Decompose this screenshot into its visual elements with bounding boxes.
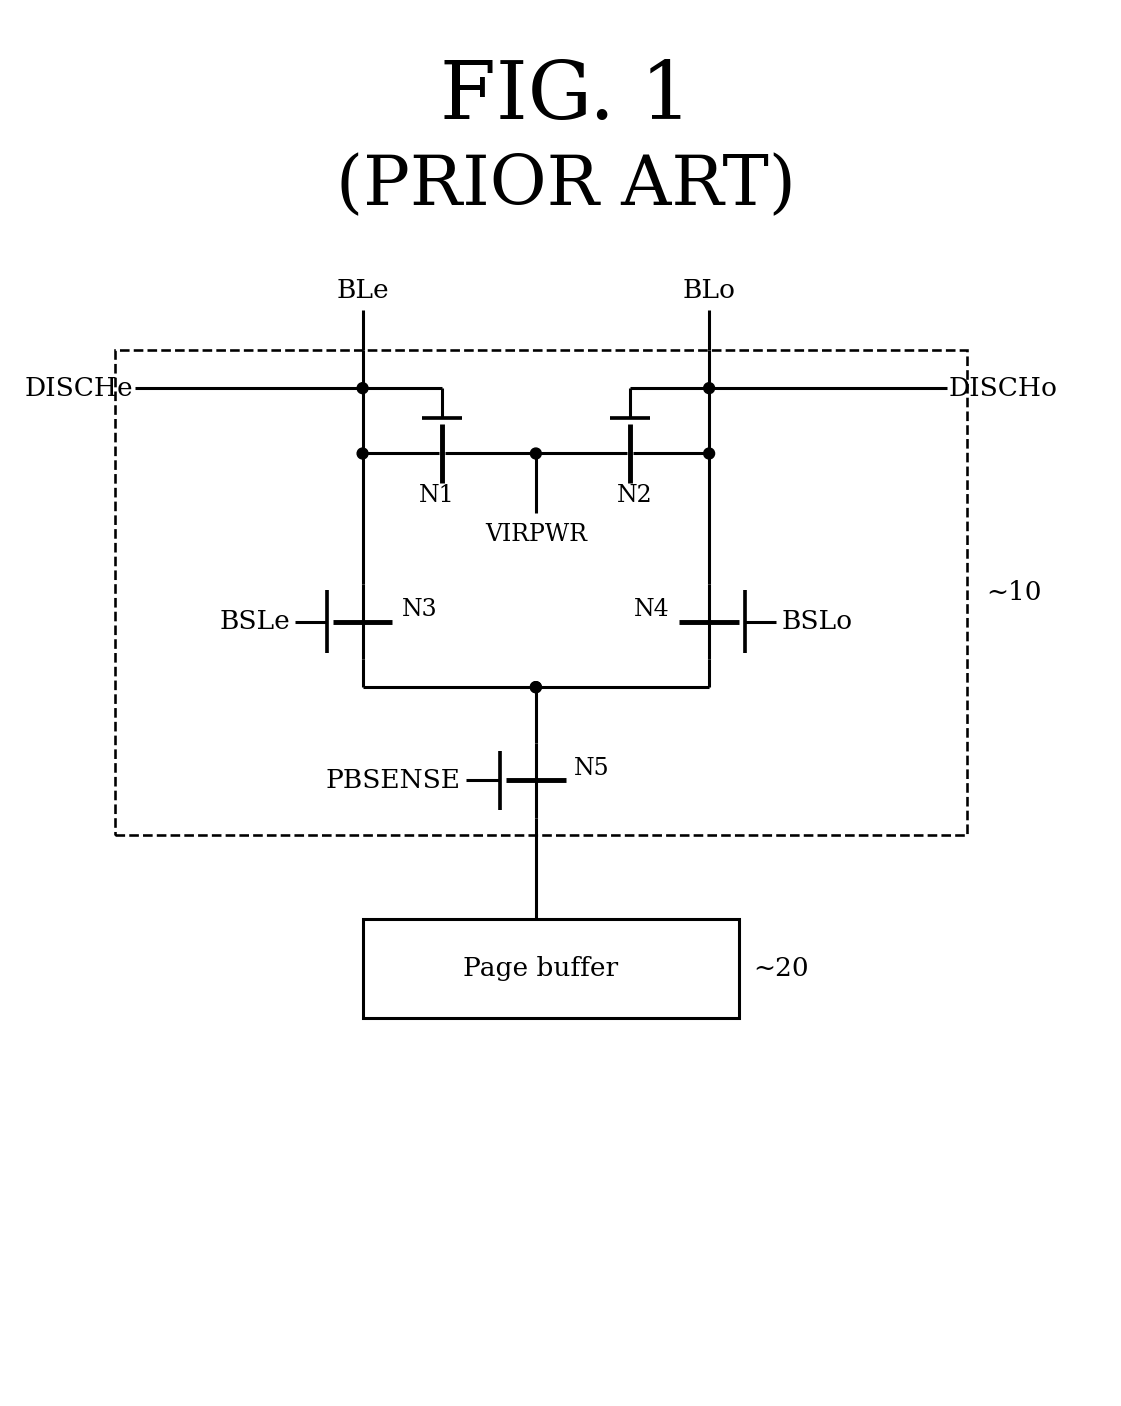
Bar bbox=[115, 350, 966, 835]
Circle shape bbox=[530, 682, 541, 693]
Text: N2: N2 bbox=[617, 484, 652, 506]
Circle shape bbox=[358, 449, 368, 458]
Text: N5: N5 bbox=[574, 756, 609, 780]
Text: PBSENSE: PBSENSE bbox=[325, 768, 461, 793]
Circle shape bbox=[530, 449, 541, 458]
Text: DISCHo: DISCHo bbox=[948, 375, 1058, 401]
Text: DISCHe: DISCHe bbox=[25, 375, 133, 401]
Circle shape bbox=[704, 449, 714, 458]
Text: BSLo: BSLo bbox=[781, 609, 853, 634]
Circle shape bbox=[530, 682, 541, 693]
Text: VIRPWR: VIRPWR bbox=[485, 523, 587, 546]
Text: BSLe: BSLe bbox=[220, 609, 290, 634]
Text: BLo: BLo bbox=[683, 277, 735, 302]
Text: BLe: BLe bbox=[336, 277, 389, 302]
Circle shape bbox=[358, 382, 368, 394]
Text: ~20: ~20 bbox=[753, 956, 809, 981]
Text: ~10: ~10 bbox=[986, 579, 1041, 605]
Text: N3: N3 bbox=[402, 599, 438, 621]
Text: N1: N1 bbox=[419, 484, 455, 506]
Text: Page buffer: Page buffer bbox=[463, 956, 619, 981]
Text: FIG. 1: FIG. 1 bbox=[439, 58, 692, 136]
Bar bbox=[362, 920, 739, 1018]
Circle shape bbox=[704, 382, 714, 394]
Text: N4: N4 bbox=[633, 599, 669, 621]
Text: (PRIOR ART): (PRIOR ART) bbox=[335, 153, 796, 219]
